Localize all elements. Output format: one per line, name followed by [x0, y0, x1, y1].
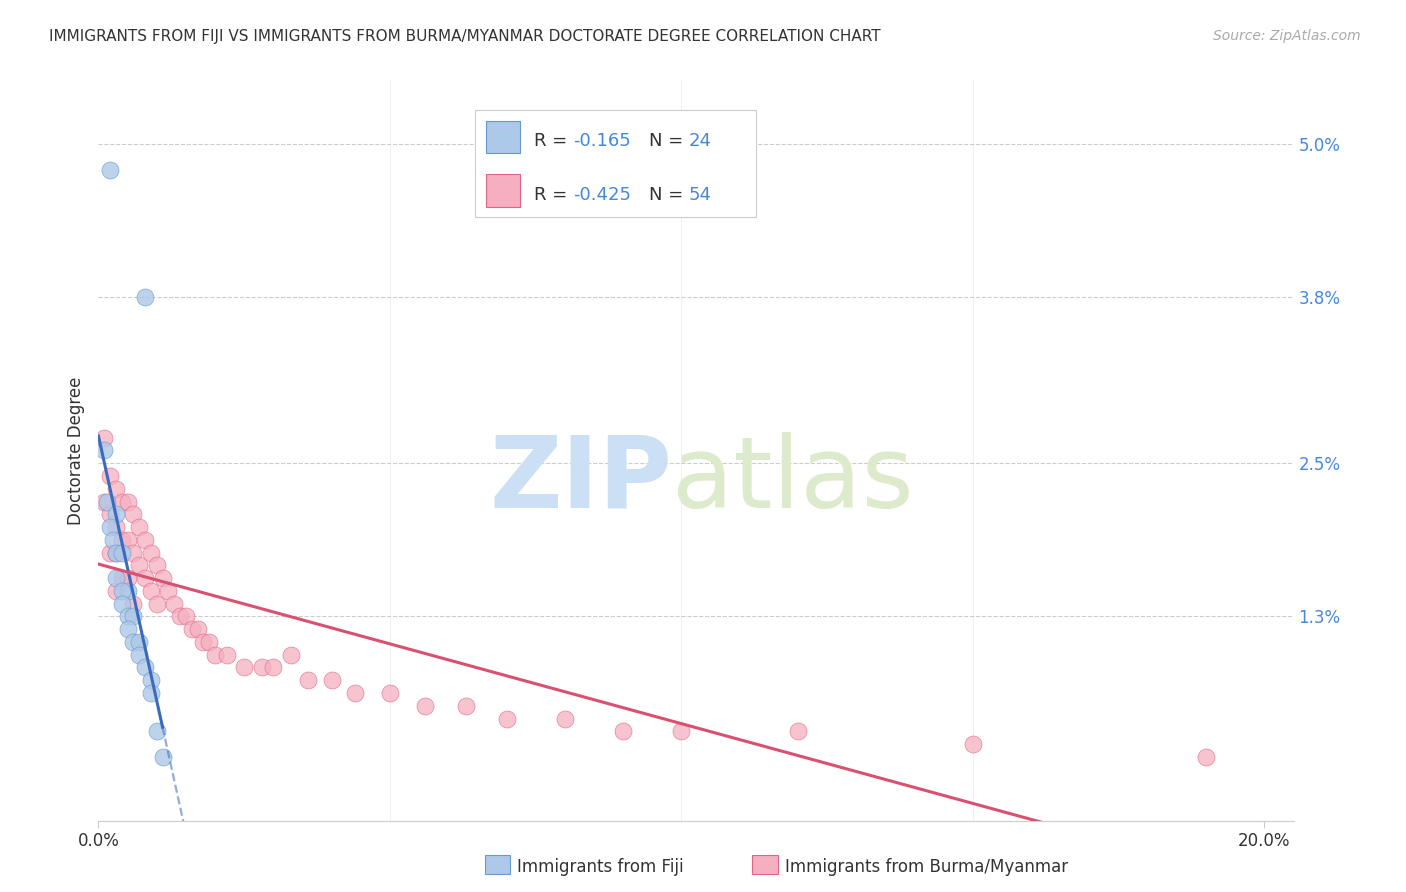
Point [152, 571, 174, 585]
Point [454, 698, 477, 713]
Point [128, 648, 150, 662]
Point [343, 686, 366, 700]
Y-axis label: Doctorate Degree: Doctorate Degree [66, 376, 84, 524]
Point [495, 712, 517, 726]
Point [163, 597, 186, 611]
Point [145, 597, 167, 611]
Point [93, 494, 115, 508]
Point [98, 469, 121, 483]
Text: ZIP: ZIP [489, 432, 672, 529]
Point [413, 698, 436, 713]
Point [134, 571, 156, 585]
Point [104, 545, 127, 559]
Point [117, 609, 139, 624]
Point [117, 494, 139, 508]
Point [215, 648, 238, 662]
Point [233, 660, 256, 674]
Point [111, 545, 134, 559]
Point [93, 443, 115, 458]
Point [111, 583, 134, 598]
Text: Immigrants from Fiji: Immigrants from Fiji [517, 858, 685, 876]
Point [104, 482, 127, 496]
Text: atlas: atlas [672, 432, 914, 529]
Point [128, 635, 150, 649]
Point [117, 622, 139, 636]
Point [250, 660, 273, 674]
Point [321, 673, 343, 688]
Point [152, 749, 174, 764]
Point [104, 571, 127, 585]
Point [128, 558, 150, 573]
Point [111, 494, 134, 508]
Point [104, 508, 127, 522]
Point [122, 597, 145, 611]
Point [134, 660, 156, 674]
Point [554, 712, 576, 726]
Point [139, 673, 162, 688]
Point [104, 520, 127, 534]
Point [198, 635, 221, 649]
Point [671, 724, 693, 739]
Point [1195, 749, 1218, 764]
Point [193, 635, 215, 649]
Point [98, 162, 121, 177]
Point [612, 724, 634, 739]
Point [145, 724, 167, 739]
Point [128, 520, 150, 534]
Point [134, 290, 156, 304]
Point [117, 583, 139, 598]
Text: Source: ZipAtlas.com: Source: ZipAtlas.com [1213, 29, 1361, 43]
Point [169, 609, 191, 624]
Point [787, 724, 810, 739]
Point [280, 648, 302, 662]
Point [122, 635, 145, 649]
Point [180, 622, 202, 636]
Point [139, 686, 162, 700]
Point [104, 545, 127, 559]
Point [262, 660, 284, 674]
Point [174, 609, 197, 624]
Point [122, 609, 145, 624]
Point [378, 686, 401, 700]
Point [122, 545, 145, 559]
Point [111, 597, 134, 611]
Point [139, 583, 162, 598]
Text: Immigrants from Burma/Myanmar: Immigrants from Burma/Myanmar [785, 858, 1067, 876]
Point [204, 648, 226, 662]
Point [117, 571, 139, 585]
Point [111, 533, 134, 547]
Point [98, 545, 121, 559]
Point [98, 508, 121, 522]
Point [96, 494, 118, 508]
Point [117, 533, 139, 547]
Point [134, 533, 156, 547]
Point [93, 431, 115, 445]
Point [962, 737, 984, 751]
Point [111, 571, 134, 585]
Point [297, 673, 319, 688]
Point [104, 583, 127, 598]
Point [157, 583, 180, 598]
Point [139, 545, 162, 559]
Point [186, 622, 208, 636]
Point [101, 533, 124, 547]
Point [122, 508, 145, 522]
Text: IMMIGRANTS FROM FIJI VS IMMIGRANTS FROM BURMA/MYANMAR DOCTORATE DEGREE CORRELATI: IMMIGRANTS FROM FIJI VS IMMIGRANTS FROM … [49, 29, 880, 44]
Point [145, 558, 167, 573]
Point [98, 520, 121, 534]
